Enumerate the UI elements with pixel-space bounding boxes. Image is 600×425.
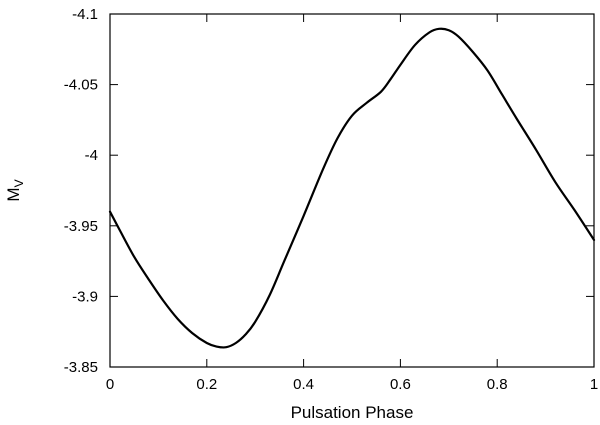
y-tick-label: -3.9 [72,288,98,305]
x-tick-label: 0.8 [487,376,508,393]
x-tick-label: 0 [106,376,114,393]
y-axis-label-main: M [4,187,23,201]
y-tick-label: -4.05 [64,77,98,94]
x-tick-label: 0.4 [293,376,314,393]
magnitude-curve [108,27,596,349]
x-tick-label: 0.2 [196,376,217,393]
y-axis-label: MV [4,179,26,201]
x-tick-label: 0.6 [390,376,411,393]
plot-frame [109,13,595,368]
y-tick-label: -4 [85,147,98,164]
x-tick-label: 1 [590,376,598,393]
axis-tick-labels: 0 0.2 0.4 0.6 0.8 1 -3.85 -3.9 -3.95 -4 -4.05 -4.1 [64,6,598,393]
y-axis-label-subscript: V [12,179,26,187]
y-tick-label: -4.1 [72,6,98,23]
y-tick-label: -3.95 [64,218,98,235]
axis-ticks [109,13,595,368]
x-axis-label: Pulsation Phase [291,403,414,422]
y-tick-label: -3.85 [64,359,98,376]
